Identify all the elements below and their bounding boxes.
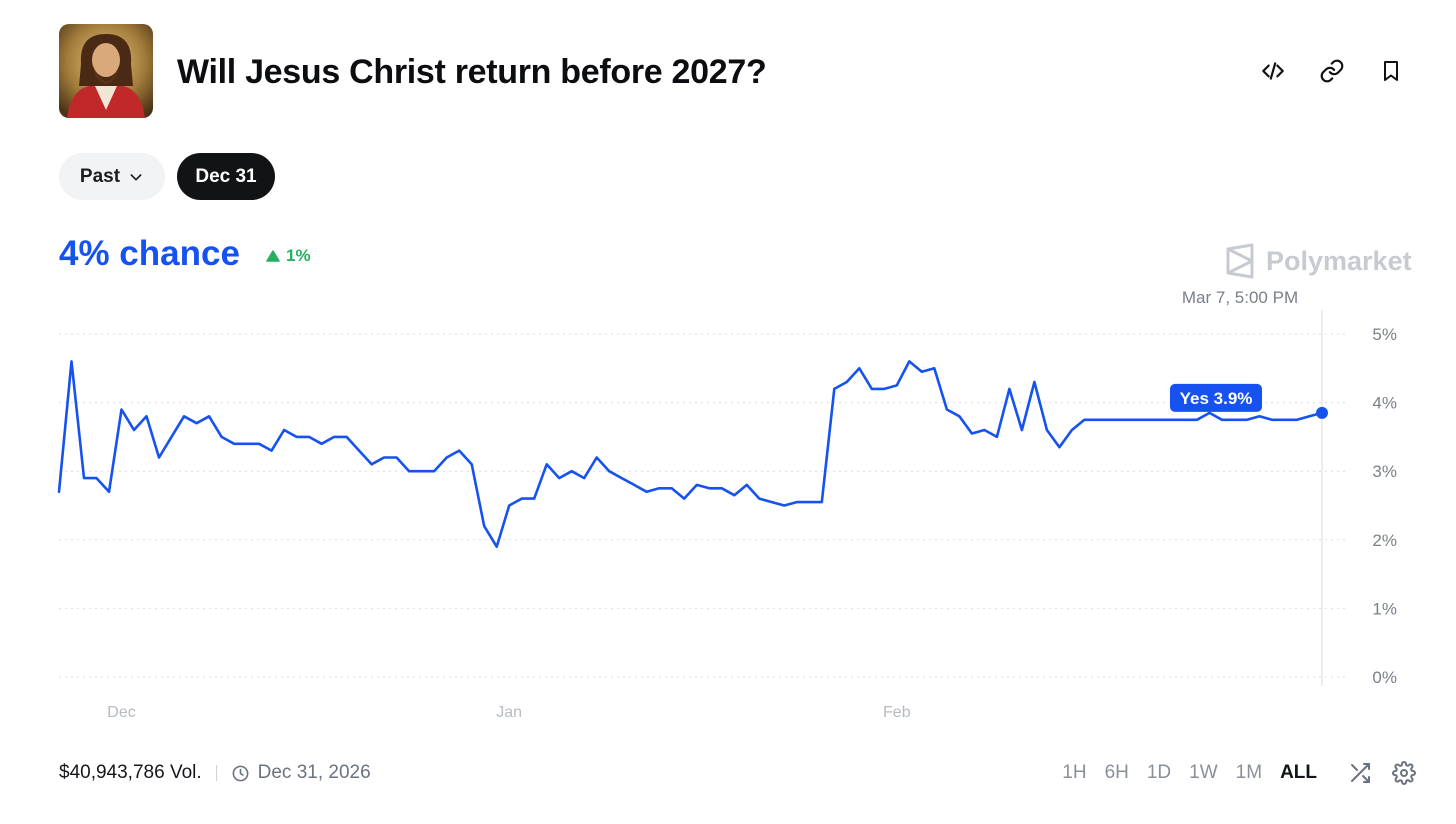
range-1w[interactable]: 1W: [1189, 762, 1218, 783]
shuffle-icon[interactable]: [1347, 760, 1373, 786]
y-tick-label: 3%: [1372, 462, 1397, 481]
range-1h[interactable]: 1H: [1062, 762, 1087, 783]
settings-icon[interactable]: [1391, 760, 1417, 786]
x-tick-label: Dec: [107, 704, 135, 721]
past-label: Past: [79, 165, 121, 187]
past-dropdown[interactable]: Past: [59, 153, 165, 200]
y-tick-label: 1%: [1372, 599, 1397, 618]
date-pill[interactable]: Dec 31: [177, 153, 275, 200]
market-title: Will Jesus Christ return before 2027?: [177, 53, 767, 91]
clock-icon: [232, 765, 249, 781]
x-tick-label: Feb: [883, 704, 911, 721]
range-1m[interactable]: 1M: [1235, 762, 1263, 783]
y-tick-label: 4%: [1372, 394, 1397, 413]
y-tick-label: 2%: [1372, 531, 1397, 550]
y-tick-label: 5%: [1372, 325, 1397, 344]
market-meta: $40,943,786 Vol. Dec 31, 2026: [59, 762, 371, 784]
market-image: [59, 24, 153, 118]
time-range-selector: 1H 6H 1D 1W 1M ALL: [1053, 760, 1326, 786]
embed-icon[interactable]: [1258, 56, 1288, 86]
tooltip-text: Yes 3.9%: [1180, 389, 1253, 408]
range-6h[interactable]: 6H: [1104, 762, 1129, 783]
delta-value: 1%: [286, 246, 311, 265]
brand-name: Polymarket: [1266, 245, 1412, 276]
volume: $40,943,786 Vol.: [59, 762, 202, 783]
end-date: Dec 31, 2026: [231, 762, 371, 784]
chevron-down-icon: [130, 173, 142, 180]
link-icon[interactable]: [1317, 56, 1347, 86]
polymarket-watermark: Polymarket: [1224, 243, 1412, 279]
y-tick-label: 0%: [1372, 668, 1397, 687]
current-point: [1316, 406, 1328, 419]
bookmark-icon[interactable]: [1376, 56, 1406, 86]
end-date-text: Dec 31, 2026: [257, 762, 371, 783]
hover-time: Mar 7, 5:00 PM: [1182, 288, 1298, 307]
price-chart[interactable]: 5% 4% 3% 2% 1% 0% Dec Jan Feb Mar 7, 5:00 PM Ye…: [0, 280, 1456, 730]
tooltip: Yes 3.9%: [1170, 383, 1262, 412]
x-tick-label: Jan: [496, 704, 522, 721]
series-line-yes: [57, 360, 1324, 548]
divider: [215, 765, 217, 781]
range-all[interactable]: ALL: [1280, 762, 1317, 783]
chance-value: 4% chance: [59, 234, 240, 273]
delta-badge: 1%: [266, 246, 311, 266]
triangle-up-icon: [266, 250, 280, 262]
range-1d[interactable]: 1D: [1146, 762, 1172, 783]
polymarket-logo-icon: [1226, 243, 1254, 279]
